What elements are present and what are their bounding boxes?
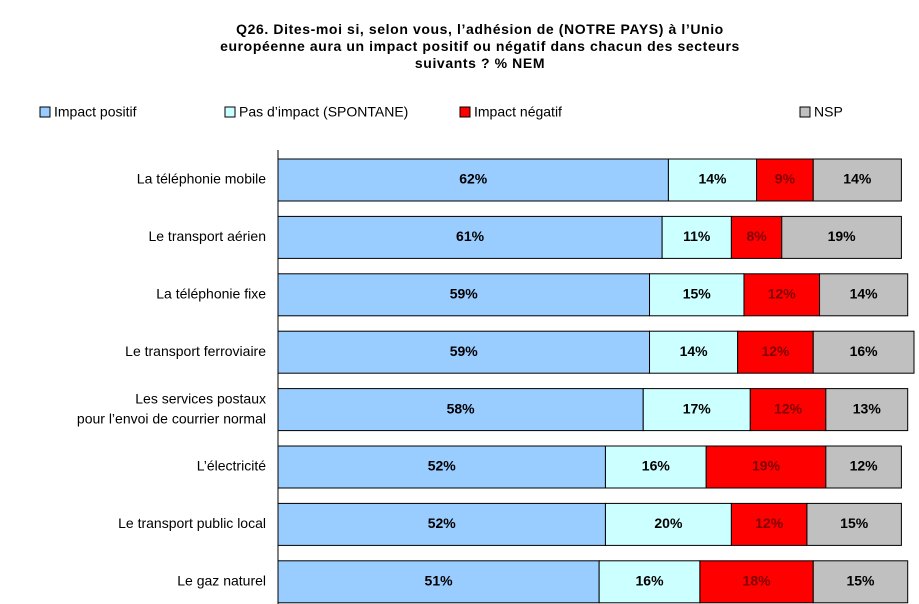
legend-swatch [39, 106, 51, 118]
category-label: Le transport aérien [148, 228, 266, 244]
chart-title: Q26. Dites-moi si, selon vous, l’adhésio… [220, 21, 740, 71]
legend-swatch [224, 106, 236, 118]
bar-segment [806, 502, 902, 546]
category-label: Le transport public local [118, 515, 266, 531]
value-label: 12% [774, 400, 803, 416]
bar-segment [649, 330, 739, 374]
legend-label: Pas d’impact (SPONTANE) [239, 104, 408, 120]
value-label: 12% [761, 343, 790, 359]
value-label: 16% [850, 343, 879, 359]
bar-segment [649, 273, 745, 317]
legend-swatch [799, 106, 811, 118]
bar-segment [667, 158, 758, 202]
bar-segment [277, 502, 606, 546]
value-label: 12% [755, 515, 784, 531]
value-label: 17% [683, 400, 712, 416]
value-label: 20% [654, 515, 683, 531]
value-label: 52% [428, 458, 457, 474]
value-label: 15% [683, 286, 712, 302]
bar-segment [781, 215, 902, 259]
value-label: 18% [743, 573, 772, 589]
value-label: 14% [698, 171, 727, 187]
legend-label: NSP [814, 104, 843, 120]
value-label: 52% [428, 515, 457, 531]
category-label: Le gaz naturel [177, 573, 266, 589]
value-label: 16% [636, 573, 665, 589]
legend-swatch [459, 106, 471, 118]
value-label: 59% [450, 343, 479, 359]
bar-segment [277, 158, 669, 202]
legend-label: Impact positif [54, 104, 137, 120]
value-label: 14% [843, 171, 872, 187]
bar-segment [277, 215, 663, 259]
value-label: 9% [775, 171, 796, 187]
value-label: 12% [768, 286, 797, 302]
value-label: 15% [840, 515, 869, 531]
value-label: 11% [683, 228, 711, 244]
category-label: Le transport ferroviaire [125, 343, 266, 359]
value-label: 15% [846, 573, 875, 589]
bar-segment [661, 215, 732, 259]
value-label: 51% [425, 573, 454, 589]
value-label: 14% [850, 286, 879, 302]
bar-segment [812, 330, 915, 374]
value-label: 58% [447, 400, 476, 416]
value-label: 14% [680, 343, 709, 359]
bar-segment [749, 388, 827, 432]
bar-segment [812, 560, 909, 604]
value-label: 19% [828, 228, 857, 244]
value-label: 13% [853, 400, 882, 416]
bar-segment [812, 158, 902, 202]
value-label: 19% [752, 458, 781, 474]
value-label: 59% [450, 286, 479, 302]
bar-segment [825, 445, 902, 489]
value-label: 62% [459, 171, 488, 187]
bar-segment [756, 158, 814, 202]
legend-label: Impact négatif [474, 104, 562, 120]
bar-segment [730, 215, 783, 259]
bar-segment [705, 445, 827, 489]
value-label: 8% [746, 228, 767, 244]
bar-segment [819, 273, 909, 317]
category-label: La téléphonie mobile [137, 171, 266, 187]
value-label: 16% [642, 458, 671, 474]
bar-segment [277, 330, 651, 374]
bar-segment [642, 388, 751, 432]
bar-segment [277, 560, 600, 604]
value-label: 12% [850, 458, 879, 474]
bar-segment [277, 445, 606, 489]
bar-segment [825, 388, 909, 432]
category-label: L’électricité [197, 458, 266, 474]
bar-segment [604, 445, 707, 489]
bar-segment [699, 560, 814, 604]
category-label: Les services postaux pour l’envoi de cour… [77, 390, 266, 426]
category-label: La téléphonie fixe [156, 286, 266, 302]
value-label: 61% [456, 228, 485, 244]
bar-segment [730, 502, 808, 546]
